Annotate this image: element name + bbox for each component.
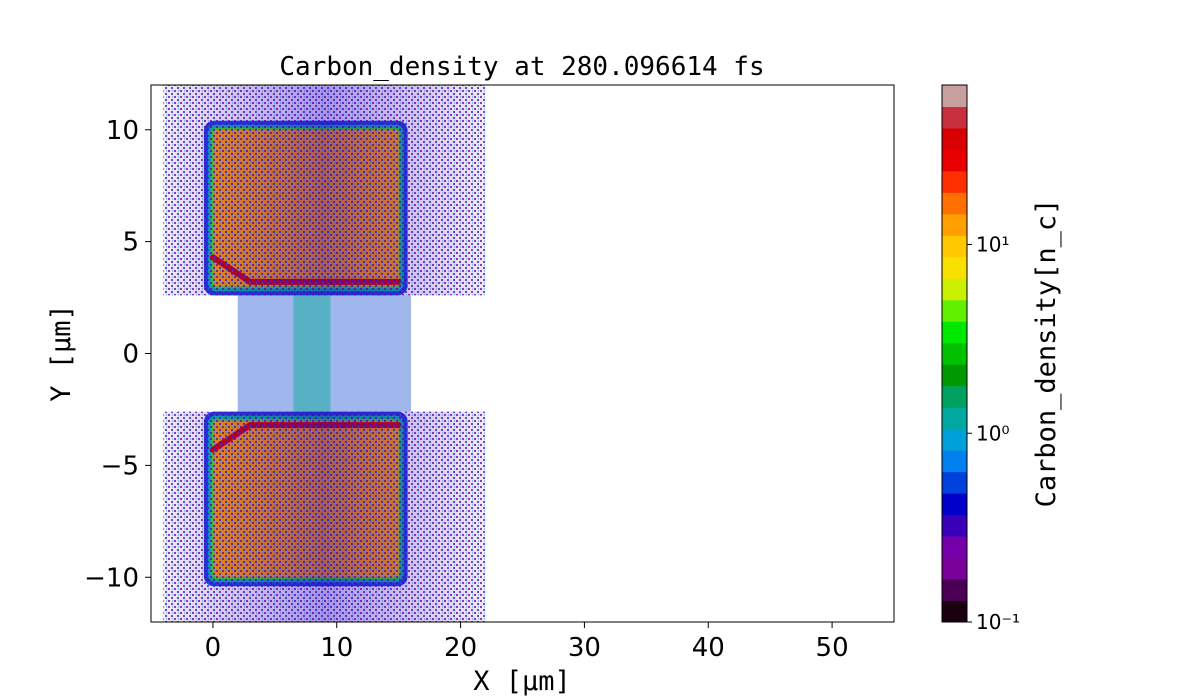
y-tick-label: 5 [122, 228, 139, 258]
colorbar: 10⁻¹ 10⁰ 10¹ [941, 84, 1020, 634]
colorbar-segment [942, 428, 967, 451]
chart-title: Carbon_density at 280.096614 fs [279, 52, 764, 82]
plot-area [151, 85, 894, 622]
colorbar-segment [942, 106, 967, 129]
y-axis: 10 5 0 −5 −10 [84, 116, 151, 593]
x-tick-label: 30 [568, 633, 601, 663]
colorbar-segment [942, 85, 967, 107]
x-tick-label: 40 [692, 633, 725, 663]
colorbar-segment [942, 192, 967, 215]
x-tick-label: 50 [816, 633, 849, 663]
colorbar-segment [942, 149, 967, 172]
colorbar-segment [942, 213, 967, 236]
colorbar-segment [942, 299, 967, 322]
colorbar-segment [942, 600, 967, 623]
colorbar-tick-label: 10⁰ [976, 421, 1009, 445]
y-tick-label: −5 [101, 451, 139, 481]
x-tick-label: 10 [320, 633, 353, 663]
y-tick-label: 0 [122, 340, 139, 370]
colorbar-segment [942, 579, 967, 602]
x-tick-label: 0 [205, 633, 222, 663]
y-tick-label: 10 [106, 116, 139, 146]
colorbar-segment [942, 364, 967, 387]
colorbar-segment [942, 342, 967, 365]
colorbar-segment [942, 256, 967, 279]
colorbar-tick-label: 10¹ [976, 233, 1009, 257]
y-axis-label: Y [μm] [46, 304, 77, 402]
colorbar-segment [942, 557, 967, 580]
colorbar-segment [942, 407, 967, 430]
colorbar-segment [942, 170, 967, 193]
colorbar-segment [942, 514, 967, 537]
x-axis: 0 10 20 30 40 50 [205, 622, 849, 663]
x-axis-label: X [μm] [473, 666, 571, 697]
colorbar-segment [942, 493, 967, 516]
colorbar-segment [942, 450, 967, 473]
colorbar-segment [942, 235, 967, 258]
colorbar-segment [942, 471, 967, 494]
colorbar-segment [942, 321, 967, 344]
colorbar-segment [942, 278, 967, 301]
colorbar-segment [942, 127, 967, 150]
y-tick-label: −10 [84, 563, 139, 593]
colorbar-tick-label: 10⁻¹ [976, 610, 1020, 634]
region-expanding-plasma [163, 85, 486, 622]
colorbar-segment [942, 385, 967, 408]
colorbar-label: Carbon_density[n_c] [1031, 199, 1062, 508]
colorbar-segment [942, 536, 967, 559]
x-tick-label: 20 [444, 633, 477, 663]
